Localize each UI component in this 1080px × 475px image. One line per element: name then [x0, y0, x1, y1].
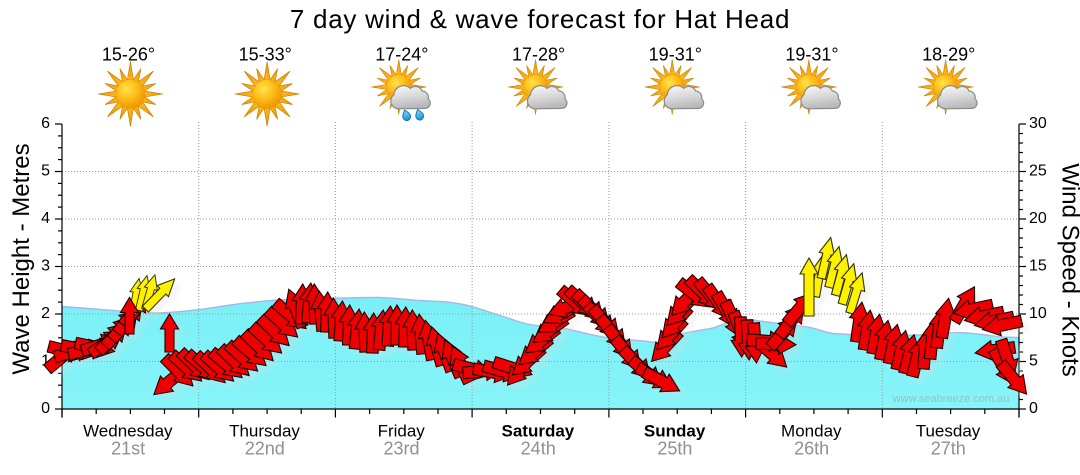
- svg-text:27th: 27th: [931, 439, 966, 459]
- svg-text:0: 0: [41, 400, 50, 417]
- svg-text:2: 2: [41, 305, 50, 322]
- svg-text:22nd: 22nd: [245, 439, 285, 459]
- svg-text:Wind Speed - Knots: Wind Speed - Knots: [1057, 163, 1080, 376]
- svg-text:26th: 26th: [794, 439, 829, 459]
- svg-text:21st: 21st: [111, 439, 145, 459]
- svg-text:0: 0: [1029, 400, 1038, 417]
- svg-text:7 day wind & wave forecast for: 7 day wind & wave forecast for Hat Head: [290, 4, 790, 34]
- svg-text:25th: 25th: [657, 439, 692, 459]
- svg-text:20: 20: [1029, 210, 1047, 227]
- svg-text:Friday: Friday: [378, 422, 426, 441]
- svg-text:www.seabreeze.com.au: www.seabreeze.com.au: [892, 393, 1010, 405]
- svg-text:Wednesday: Wednesday: [83, 422, 173, 441]
- svg-text:30: 30: [1029, 115, 1047, 132]
- svg-text:Tuesday: Tuesday: [916, 422, 981, 441]
- svg-text:Wave Height - Metres: Wave Height - Metres: [8, 143, 35, 374]
- svg-text:Saturday: Saturday: [502, 422, 575, 441]
- svg-text:Monday: Monday: [781, 422, 842, 441]
- svg-text:Thursday: Thursday: [229, 422, 300, 441]
- svg-text:23rd: 23rd: [383, 439, 419, 459]
- svg-text:24th: 24th: [521, 439, 556, 459]
- svg-text:15: 15: [1029, 258, 1047, 275]
- svg-text:5: 5: [1029, 353, 1038, 370]
- svg-text:4: 4: [41, 210, 50, 227]
- svg-text:Sunday: Sunday: [644, 422, 706, 441]
- svg-text:15-26°: 15-26°: [102, 45, 155, 65]
- svg-text:3: 3: [41, 258, 50, 275]
- svg-text:15-33°: 15-33°: [239, 45, 292, 65]
- svg-text:17-24°: 17-24°: [375, 45, 428, 65]
- svg-text:25: 25: [1029, 163, 1047, 180]
- svg-text:1: 1: [41, 353, 50, 370]
- svg-text:10: 10: [1029, 305, 1047, 322]
- svg-text:6: 6: [41, 115, 50, 132]
- svg-text:18-29°: 18-29°: [922, 45, 975, 65]
- svg-text:5: 5: [41, 163, 50, 180]
- svg-text:19-31°: 19-31°: [649, 45, 702, 65]
- svg-text:19-31°: 19-31°: [785, 45, 838, 65]
- svg-text:17-28°: 17-28°: [512, 45, 565, 65]
